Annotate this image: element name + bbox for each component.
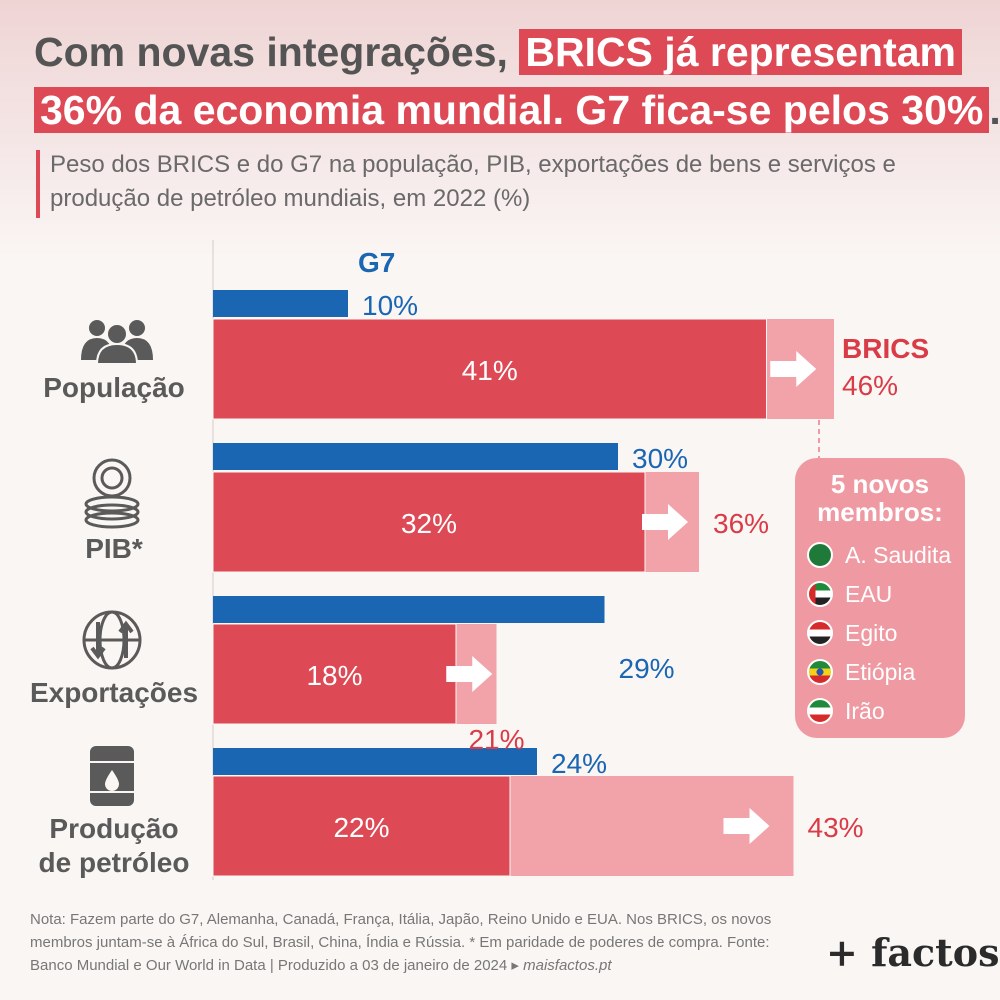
value-label-brics-extended-producao-de-petroleo: 43% xyxy=(808,812,864,843)
value-label-g7-exportacoes: 29% xyxy=(619,653,675,684)
member-item: A. Saudita xyxy=(807,540,951,570)
category-label-exportacoes: Exportações xyxy=(30,677,198,708)
globe-exchange-icon xyxy=(82,610,142,670)
value-label-brics-producao-de-petroleo: 22% xyxy=(333,812,389,843)
labels-layer: 10% 41% 46% 30% 32% 36% 29% 18% 21% 24% 22% 43% xyxy=(306,290,898,844)
value-label-brics-extended-exportacoes: 21% xyxy=(468,724,524,755)
growth-arrow-populacao xyxy=(770,351,817,387)
series-label-g7: G7 xyxy=(358,247,395,278)
new-members-title: 5 novos membros: xyxy=(817,469,943,527)
egypt-flag-icon xyxy=(807,620,833,646)
bar-g7-exportacoes xyxy=(213,596,605,623)
member-item: Etiópia xyxy=(807,657,915,687)
subtitle: Peso dos BRICS e do G7 na população, PIB… xyxy=(50,151,896,212)
brand-logo: + factos xyxy=(826,930,1000,975)
bar-brics-producao-de-petroleo xyxy=(212,775,511,877)
bar-g7-populacao xyxy=(213,290,348,317)
value-label-g7-producao-de-petroleo: 24% xyxy=(551,748,607,779)
value-label-g7-pib: 30% xyxy=(632,443,688,474)
new-members-box: 5 novos membros: A. Saudita EAU Egito Et… xyxy=(795,458,965,738)
growth-arrow-exportacoes xyxy=(446,656,493,692)
title-highlight-2: 36% da economia mundial. G7 fica-se pelo… xyxy=(34,87,990,133)
member-item: Egito xyxy=(807,618,897,648)
bar-brics-pib xyxy=(212,471,646,573)
member-name: Egito xyxy=(845,619,898,646)
category-label-producao: Produção de petróleo xyxy=(39,813,190,878)
footnote: Nota: Fazem parte do G7, Alemanha, Canad… xyxy=(30,908,810,977)
saudi-arabia-flag-icon xyxy=(807,542,833,568)
category-label-populacao: População xyxy=(43,372,185,403)
title-line-2: 36% da economia mundial. G7 fica-se pelo… xyxy=(34,86,1000,134)
oil-barrel-icon xyxy=(90,746,134,806)
member-name: Etiópia xyxy=(845,658,916,685)
bar-g7-producao-de-petroleo xyxy=(213,748,537,775)
ethiopia-flag-icon xyxy=(807,659,833,685)
member-name: EAU xyxy=(845,580,893,607)
source-link[interactable]: maisfactos.pt xyxy=(523,957,612,974)
bars-layer xyxy=(212,290,834,877)
uae-flag-icon xyxy=(807,581,833,607)
bar-brics-populacao xyxy=(212,318,767,420)
subtitle-accent-bar xyxy=(36,150,40,218)
member-name: Irão xyxy=(845,697,885,724)
title-highlight-1: BRICS já representam xyxy=(519,29,963,75)
series-label-brics: BRICS xyxy=(842,333,929,364)
member-item: EAU xyxy=(807,579,892,609)
bar-brics-exportacoes xyxy=(212,623,457,725)
bar-g7-pib xyxy=(213,443,618,470)
growth-arrow-producao-de-petroleo xyxy=(723,808,770,844)
value-label-brics-extended-pib: 36% xyxy=(713,508,769,539)
growth-arrow-pib xyxy=(642,504,688,540)
value-label-brics-populacao: 41% xyxy=(462,355,518,386)
title-end: . xyxy=(989,87,1000,133)
title-line-1: Com novas integrações, BRICS já represen… xyxy=(34,28,963,76)
value-label-brics-extended-populacao: 46% xyxy=(842,370,898,401)
footnote-text: Nota: Fazem parte do G7, Alemanha, Canad… xyxy=(30,911,772,974)
member-item: Irão xyxy=(807,696,885,726)
title-plain: Com novas integrações, xyxy=(34,29,508,75)
value-label-brics-exportacoes: 18% xyxy=(306,660,362,691)
people-icon xyxy=(81,320,153,365)
category-label-pib: PIB* xyxy=(85,533,143,564)
iran-flag-icon xyxy=(807,698,833,724)
value-label-brics-pib: 32% xyxy=(401,508,457,539)
value-label-g7-populacao: 10% xyxy=(362,290,418,321)
member-name: A. Saudita xyxy=(845,541,952,568)
coins-icon xyxy=(84,458,140,529)
